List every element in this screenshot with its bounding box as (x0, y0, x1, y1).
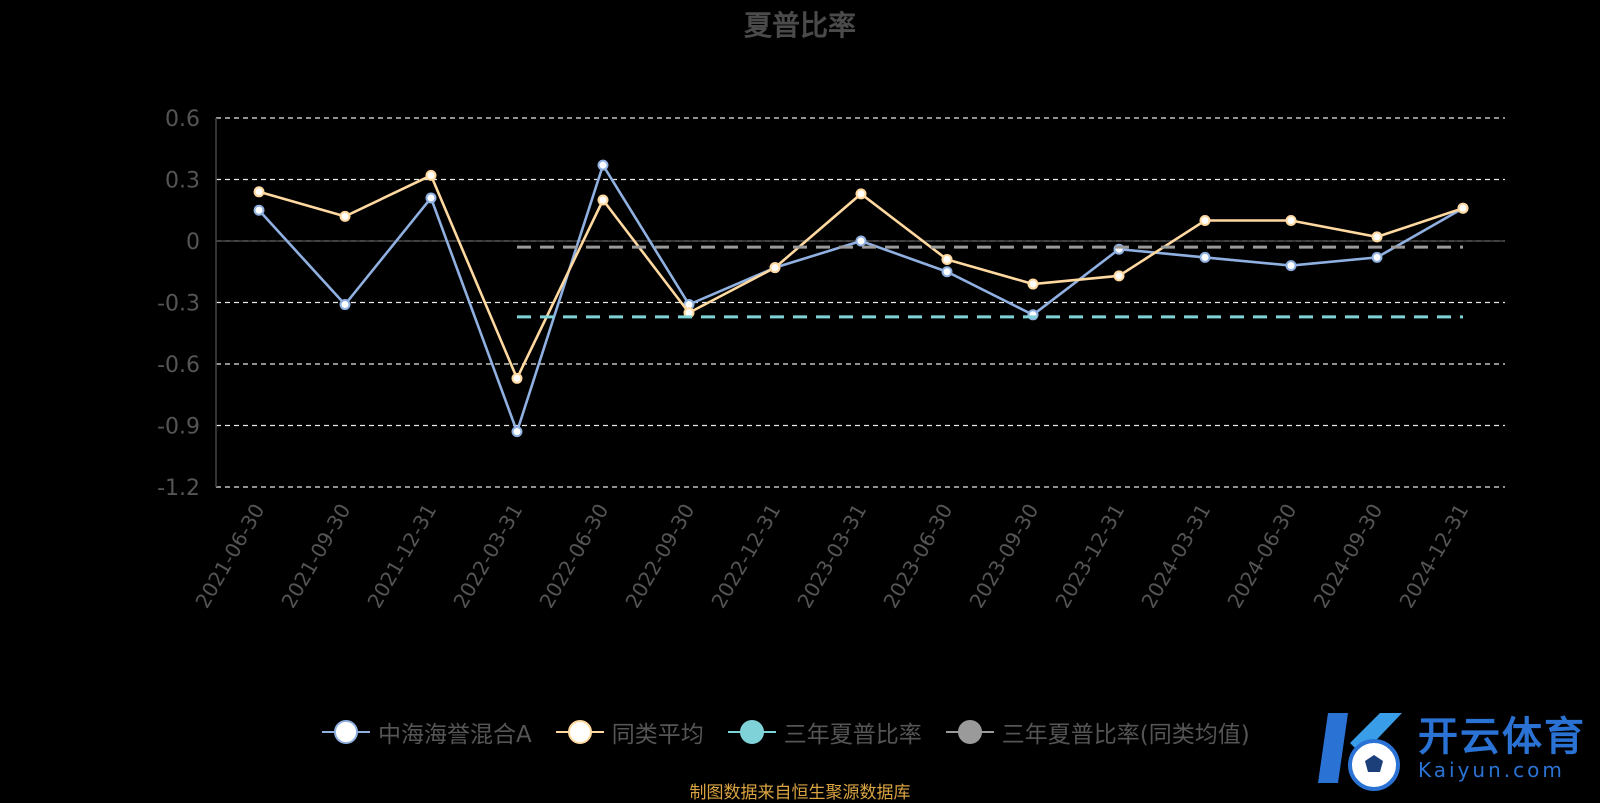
y-tick-label: -0.3 (157, 292, 200, 317)
x-tick-label: 2024-06-30 (1222, 500, 1301, 613)
x-tick-label: 2022-12-31 (706, 500, 785, 613)
legend: 中海海誉混合A 同类平均 三年夏普比率 三年夏普比率(同类均值) (320, 712, 1272, 752)
data-point (597, 159, 609, 171)
y-tick-label: -0.9 (157, 415, 200, 440)
legend-label: 中海海誉混合A (378, 722, 532, 748)
x-tick-label: 2024-12-31 (1394, 500, 1473, 613)
data-point (339, 210, 351, 222)
legend-item-category-average[interactable]: 同类平均 (554, 715, 704, 749)
data-point (1457, 202, 1469, 214)
x-tick-label: 2021-09-30 (276, 500, 355, 613)
x-tick-label: 2021-06-30 (190, 500, 269, 613)
data-point (1113, 270, 1125, 282)
x-tick-label: 2022-03-31 (448, 500, 527, 613)
chart-title: 夏普比率 (743, 9, 856, 42)
data-point (597, 194, 609, 206)
legend-label: 同类平均 (611, 722, 704, 748)
legend-label: 三年夏普比率(同类均值) (1001, 722, 1250, 748)
x-tick-label: 2023-12-31 (1050, 500, 1129, 613)
data-point (941, 253, 953, 265)
logo-main-text: 开云体育 (1418, 714, 1586, 760)
data-source-note: 制图数据来自恒生聚源数据库 (689, 783, 911, 803)
data-point (1027, 278, 1039, 290)
y-tick-label: -0.6 (157, 353, 200, 378)
data-point (1199, 215, 1211, 226)
data-point (425, 192, 437, 204)
data-point (253, 204, 265, 216)
y-tick-label: -1.2 (157, 476, 200, 501)
kaiyun-logo: 开云体育 Kaiyun.com (1310, 696, 1600, 800)
legend-marker (567, 720, 592, 744)
y-tick-label: 0.6 (165, 107, 200, 132)
legend-marker (334, 720, 358, 744)
data-point (855, 188, 867, 200)
data-point (253, 186, 265, 198)
y-tick-label: 0 (186, 230, 200, 255)
data-point (1285, 260, 1297, 272)
series-line-1 (258, 173, 1464, 382)
legend-label: 三年夏普比率 (783, 722, 922, 748)
data-point (1285, 215, 1297, 226)
legend-item-three-year-sharpe-average[interactable]: 三年夏普比率(同类均值) (944, 715, 1250, 749)
data-point (1371, 251, 1383, 263)
data-point (425, 169, 437, 181)
data-point (769, 262, 781, 274)
x-tick-label: 2024-09-30 (1308, 500, 1387, 613)
data-point (511, 426, 523, 438)
x-tick-label: 2021-12-31 (362, 500, 441, 613)
data-point (941, 266, 953, 278)
legend-item-three-year-sharpe[interactable]: 三年夏普比率 (726, 715, 922, 749)
x-tick-label: 2023-06-30 (878, 500, 957, 613)
data-point (511, 372, 523, 384)
x-tick-label: 2023-09-30 (964, 500, 1043, 613)
data-point (1371, 231, 1383, 243)
legend-item-fund[interactable]: 中海海誉混合A (320, 715, 532, 749)
series-line-0 (258, 162, 1464, 436)
x-tick-label: 2023-03-31 (792, 500, 871, 613)
data-point (339, 299, 351, 311)
logo-sub-text: Kaiyun.com (1418, 758, 1565, 782)
legend-marker (957, 720, 982, 744)
x-tick-label: 2024-03-31 (1136, 500, 1215, 613)
x-tick-label: 2022-09-30 (620, 500, 699, 613)
data-point (855, 235, 867, 247)
legend-marker (739, 720, 764, 744)
x-tick-label: 2022-06-30 (534, 500, 613, 613)
y-tick-label: 0.3 (165, 169, 200, 194)
data-point (1199, 251, 1211, 263)
kaiyun-logo-icon (1318, 713, 1402, 791)
